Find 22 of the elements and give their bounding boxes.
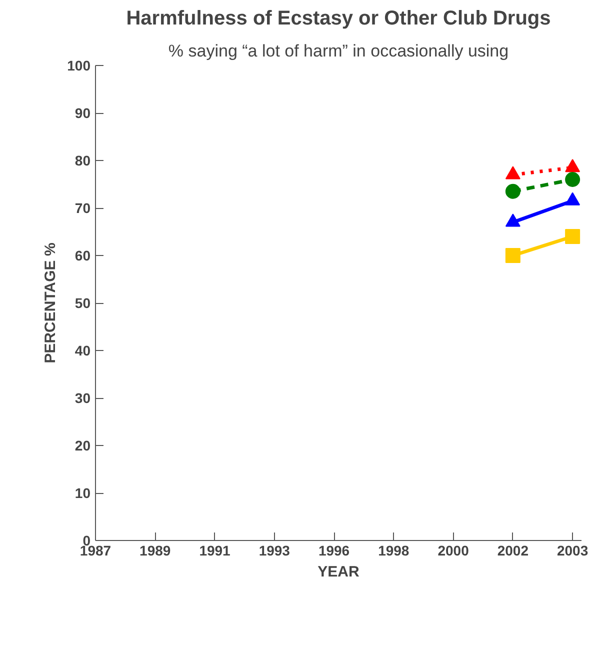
y-tick-label: 100 bbox=[67, 58, 91, 74]
x-tick-label: 1998 bbox=[378, 542, 410, 558]
x-axis-title: YEAR bbox=[318, 564, 360, 580]
x-tick-label: 1989 bbox=[140, 542, 171, 558]
x-tick-label: 2003 bbox=[556, 542, 588, 558]
chart-title: Harmfulness of Ecstasy or Other Club Drugs bbox=[126, 8, 551, 30]
y-tick-label: 10 bbox=[74, 485, 91, 501]
x-tick-label: 1996 bbox=[318, 542, 350, 558]
y-tick-label: 40 bbox=[74, 342, 91, 358]
y-tick-label: 50 bbox=[74, 295, 91, 311]
y-tick-label: 70 bbox=[74, 200, 91, 216]
x-tick-label: 2000 bbox=[438, 542, 470, 558]
x-tick-label: 1993 bbox=[258, 542, 290, 558]
y-tick-label: 80 bbox=[74, 152, 91, 168]
chart-subtitle: % saying “a lot of harm” in occasionally using bbox=[168, 42, 509, 60]
y-tick-label: 30 bbox=[74, 390, 91, 406]
y-tick-label: 20 bbox=[74, 438, 91, 454]
y-tick-label: 60 bbox=[74, 248, 91, 264]
x-tick-label: 1991 bbox=[199, 542, 231, 558]
x-tick-label: 2002 bbox=[497, 542, 529, 558]
y-axis-title: PERCENTAGE % bbox=[42, 242, 60, 364]
y-tick-label: 90 bbox=[74, 105, 91, 121]
